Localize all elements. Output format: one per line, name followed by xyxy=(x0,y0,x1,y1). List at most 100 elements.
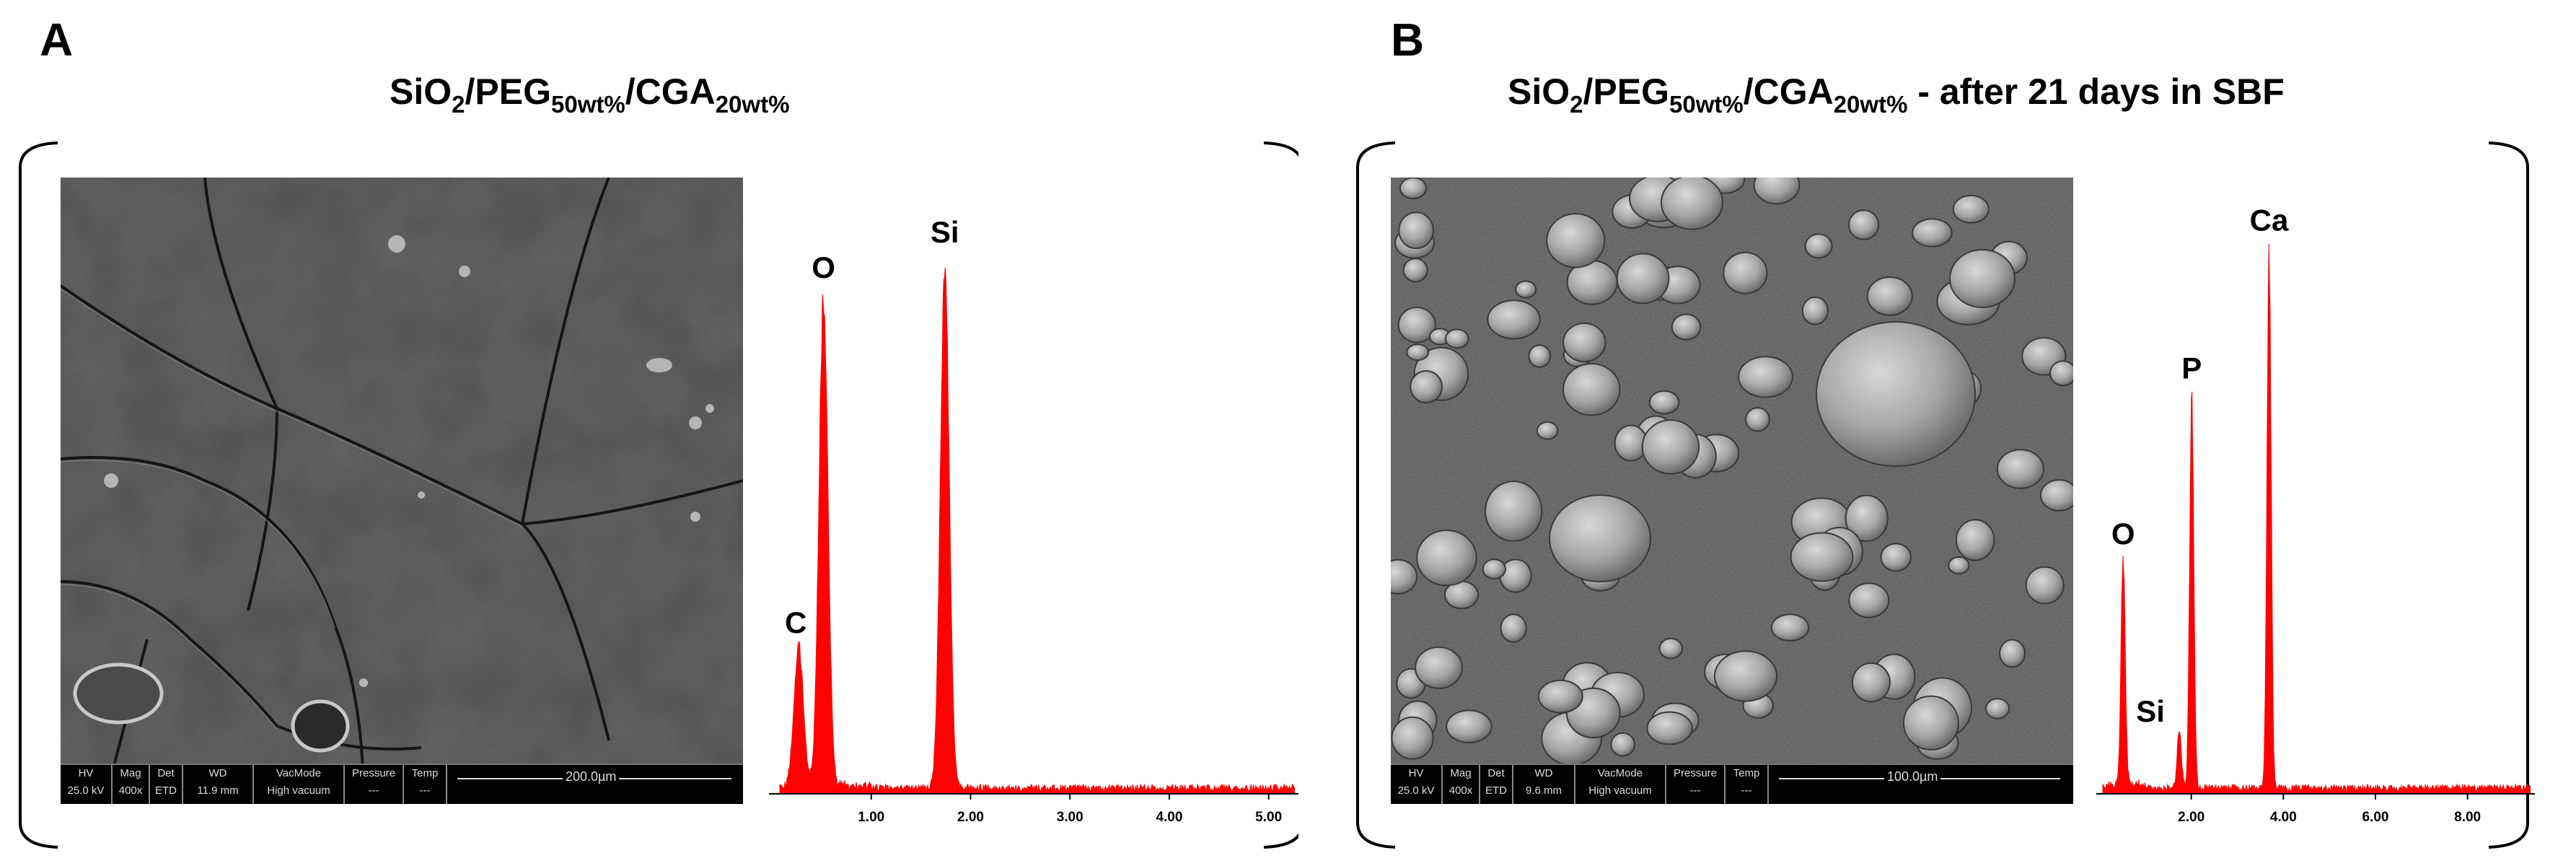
sem-a-hv: HV 25.0 kV xyxy=(61,765,113,804)
sem-b-particle xyxy=(1902,695,1959,751)
panel-a-title-part: SiO xyxy=(390,71,452,112)
x-tick-label: 3.00 xyxy=(1057,810,1083,823)
sem-b-particle xyxy=(1562,323,1606,362)
sem-b-particle xyxy=(1955,519,1995,561)
sem-b-particle xyxy=(1985,698,2010,720)
peak-label-si: Si xyxy=(2136,694,2165,728)
sem-b-particle xyxy=(1445,328,1469,349)
panel-a-title: SiO2/PEG50wt%/CGA20wt% xyxy=(390,71,789,118)
sem-b-particle xyxy=(1398,211,1434,250)
sem-b-scalebar: 100.0µm xyxy=(1769,765,2073,804)
sem-a-scale-text: 200.0µm xyxy=(563,769,620,784)
sem-b-particle xyxy=(1770,613,1810,642)
sem-b-particle xyxy=(1948,556,1970,575)
panel-b-bracket-right xyxy=(2488,141,2529,849)
panel-b-title-sub: 50wt% xyxy=(1669,91,1744,118)
sem-b-particle xyxy=(1999,639,2026,668)
panel-a-bracket-right xyxy=(1263,141,1298,849)
panel-b-title: SiO2/PEG50wt%/CGA20wt% - after 21 days i… xyxy=(1508,71,2285,118)
peak-label-ca: Ca xyxy=(2250,203,2289,237)
x-tick-label: 8.00 xyxy=(2454,810,2481,823)
sem-b-particle xyxy=(1801,296,1829,325)
sem-b-particle xyxy=(1482,559,1506,579)
panel-a-title-part: /PEG xyxy=(465,71,551,112)
sem-a-pressure: Pressure --- xyxy=(345,765,404,804)
sem-b-particle xyxy=(1446,709,1493,744)
sem-b-particle xyxy=(1848,209,1880,240)
sem-a-cracks xyxy=(61,178,743,804)
x-tick-label: 2.00 xyxy=(957,810,984,823)
sem-b-particle xyxy=(1402,258,1428,283)
sem-a-noise xyxy=(61,178,743,804)
sem-b-particle xyxy=(1487,299,1541,340)
sem-b-particle xyxy=(1845,494,1889,542)
sem-b-particle xyxy=(1848,582,1890,618)
sem-b-det: Det ETD xyxy=(1480,765,1513,804)
sem-a-scalebar: 200.0µm xyxy=(447,765,743,804)
x-tick-label: 1.00 xyxy=(858,810,884,823)
panel-b-bracket xyxy=(1356,141,2529,849)
sem-b-particles xyxy=(1391,178,2073,766)
sem-b-databar: HV 25.0 kV Mag 400x Det ETD WD 9.6 mm VacMod… xyxy=(1391,764,2073,804)
sem-b-mag: Mag 400x xyxy=(1443,765,1480,804)
panel-a-title-sub: 50wt% xyxy=(550,91,625,118)
sem-b-particle xyxy=(1658,637,1683,660)
sem-texture-a xyxy=(61,178,743,804)
panel-b-title-part: /CGA xyxy=(1743,71,1834,112)
sem-b-particle xyxy=(2039,479,2073,512)
panel-a-title-part: /CGA xyxy=(625,71,716,112)
sem-a-vacmode: VacMode High vacuum xyxy=(254,765,345,804)
panel-a-letter: A xyxy=(40,14,74,66)
sem-b-particle xyxy=(1866,276,1913,316)
sem-b-particle xyxy=(1851,662,1891,703)
sem-b-particle xyxy=(1391,716,1434,760)
sem-a-temp: Temp --- xyxy=(404,765,447,804)
sem-b-particle xyxy=(1528,344,1551,368)
sem-b-particle xyxy=(2049,360,2073,387)
x-tick-label: 4.00 xyxy=(1156,810,1182,823)
sem-b-particle xyxy=(1996,449,2045,489)
sem-b-particle xyxy=(1549,494,1651,582)
sem-b-particle xyxy=(1562,363,1621,416)
sem-image-b: HV 25.0 kV Mag 400x Det ETD WD 9.6 mm VacMod… xyxy=(1391,178,2073,804)
sem-a-particles xyxy=(104,235,714,687)
eds-spectrum-a: 1.00 2.00 3.00 4.00 5.00 C O Si xyxy=(769,215,1298,823)
sem-b-particle xyxy=(1406,344,1430,362)
sem-b-particle xyxy=(1410,370,1443,403)
panel-a-bracket-left xyxy=(19,141,58,849)
sem-a-crater xyxy=(73,662,350,753)
sem-b-particle xyxy=(1661,178,1723,230)
sem-b-vacmode: VacMode High vacuum xyxy=(1575,765,1666,804)
spectrum-area xyxy=(779,267,1296,795)
sem-b-particle xyxy=(2025,566,2065,605)
sem-b-hv: HV 25.0 kV xyxy=(1391,765,1443,804)
sem-b-particle xyxy=(1397,307,1436,344)
sem-b-particle xyxy=(1546,213,1606,268)
sem-a-crack-highlights xyxy=(61,288,523,730)
sem-b-particle xyxy=(1713,650,1778,702)
sem-b-particle xyxy=(1912,218,1953,248)
panel-b-bracket-left xyxy=(1356,141,1396,849)
sem-b-particle xyxy=(1485,481,1543,542)
sem-b-particle xyxy=(1723,251,1768,294)
sem-b-particle xyxy=(1415,646,1463,689)
panel-a-title-sub: 2 xyxy=(452,91,465,118)
sem-b-particle xyxy=(1952,194,1990,224)
sem-b-wd: WD 9.6 mm xyxy=(1513,765,1575,804)
sem-b-particle xyxy=(1790,532,1854,582)
sem-b-particle xyxy=(1671,313,1702,341)
sem-b-particle xyxy=(1745,407,1770,432)
sem-b-pressure: Pressure --- xyxy=(1666,765,1726,804)
sem-b-particle xyxy=(1537,679,1583,714)
x-tick-label: 6.00 xyxy=(2362,810,2388,823)
sem-b-particle xyxy=(1391,559,1418,595)
peak-label-o: O xyxy=(2111,517,2135,551)
peak-label-o: O xyxy=(812,250,835,284)
sem-b-particle xyxy=(1880,543,1912,572)
sem-a-databar: HV 25.0 kV Mag 400x Det ETD WD 11.9 mm VacMo… xyxy=(61,764,743,804)
panel-b-title-part: SiO xyxy=(1508,71,1570,112)
sem-texture-b xyxy=(1391,178,2073,804)
panel-b-title-sub: 20wt% xyxy=(1833,91,1908,118)
sem-b-particle xyxy=(1515,280,1537,299)
sem-b-temp: Temp --- xyxy=(1726,765,1769,804)
